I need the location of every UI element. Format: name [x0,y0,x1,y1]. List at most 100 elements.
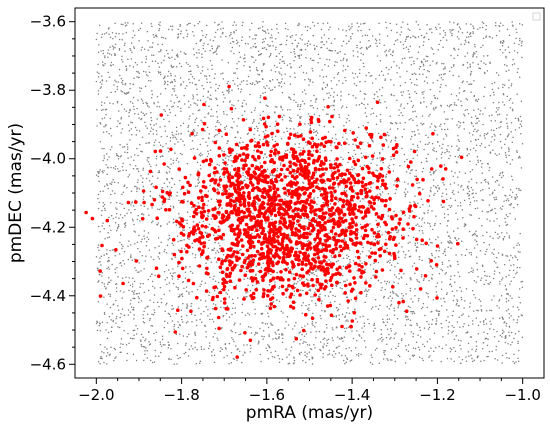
data-point [456,302,458,305]
data-point [181,321,184,323]
data-point [295,137,297,139]
data-point [322,81,325,84]
data-point [383,321,385,324]
data-point [131,36,134,39]
data-point [397,354,400,356]
data-point [516,266,519,269]
data-point [448,70,451,73]
data-point [141,254,144,257]
data-point [293,99,295,101]
data-point [295,101,297,103]
data-point [218,121,220,124]
data-point [187,333,190,336]
data-point [250,332,253,334]
data-point [134,154,136,156]
data-point [440,123,442,125]
data-point [177,306,180,308]
data-point [262,29,264,31]
data-point [343,336,346,338]
data-point [302,289,304,292]
data-point [435,238,437,241]
data-point [352,337,355,340]
data-point [514,218,517,220]
data-point [218,271,221,274]
data-point [232,357,235,360]
data-point [414,272,416,275]
data-point [284,22,287,25]
data-point [439,27,441,29]
data-point [350,27,352,29]
data-point [128,289,130,292]
data-point [403,310,406,312]
data-point [174,143,176,145]
data-point [378,99,381,101]
data-point [438,312,440,315]
data-point [214,257,216,259]
data-point [159,126,161,128]
data-point [457,263,459,266]
data-point [505,322,508,325]
data-point [329,261,332,263]
data-point [257,50,260,53]
data-point [104,56,106,59]
data-point [431,319,434,321]
data-point [142,317,145,320]
data-point [217,45,219,47]
data-point [205,262,207,264]
data-point [130,211,132,214]
data-point [273,356,276,358]
data-point [196,132,198,134]
data-point [211,47,214,50]
data-point [122,23,124,26]
data-point [176,96,178,98]
data-point [462,90,465,93]
data-point [188,78,190,81]
data-point [489,194,491,196]
data-point [110,202,112,204]
data-point [413,262,416,265]
data-point [410,82,413,84]
data-point [216,53,218,55]
data-point [466,31,469,33]
data-point [115,207,117,209]
data-point [226,113,228,116]
data-point [446,148,448,151]
data-point [121,277,124,279]
data-point [414,347,417,350]
data-point [156,95,159,98]
data-point [503,236,506,238]
data-point [289,119,291,121]
data-point [141,345,143,348]
data-point [97,360,100,363]
data-point [262,329,265,332]
data-point [508,235,510,237]
data-point [164,130,167,132]
data-point [459,344,461,347]
data-point [196,64,198,67]
data-point [373,97,375,100]
data-point [220,28,222,30]
data-point [159,24,161,27]
data-point [431,228,434,231]
data-point [257,27,260,30]
data-point [395,229,398,231]
data-point [403,181,406,183]
data-point [147,278,150,281]
data-point [202,66,204,68]
data-point [115,283,117,285]
data-point [198,49,200,51]
data-point [199,99,202,101]
data-point [506,28,509,31]
data-point [168,282,171,284]
data-point [196,148,199,151]
data-point [137,179,139,181]
data-point [516,258,519,261]
data-point [320,28,323,31]
data-point [477,355,479,357]
data-point [278,81,280,84]
data-point [358,104,361,106]
data-point [156,105,158,108]
data-point [496,359,499,361]
data-point [475,98,477,101]
data-point [450,93,453,96]
